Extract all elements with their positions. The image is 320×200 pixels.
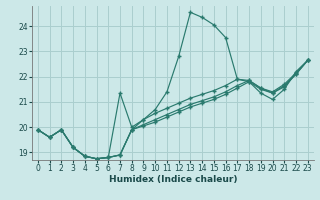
X-axis label: Humidex (Indice chaleur): Humidex (Indice chaleur) xyxy=(108,175,237,184)
